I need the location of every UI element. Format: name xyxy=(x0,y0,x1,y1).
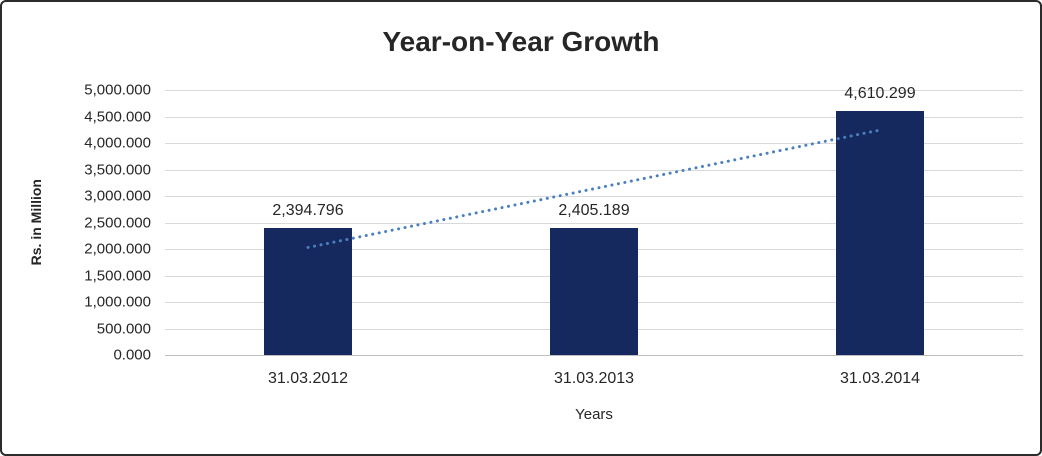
y-tick-label: 0.000 xyxy=(113,346,151,364)
gridline xyxy=(165,90,1023,91)
x-tick-label: 31.03.2012 xyxy=(267,370,349,387)
y-tick-label: 3,500.000 xyxy=(84,161,151,178)
chart-title: Year-on-Year Growth xyxy=(382,26,660,57)
bar xyxy=(264,228,352,355)
x-tick-label: 31.03.2013 xyxy=(553,370,635,387)
y-tick-label: 4,500.000 xyxy=(84,108,151,125)
y-tick-label: 1,000.000 xyxy=(84,293,151,311)
bar-value-label: 2,405.189 xyxy=(558,201,630,219)
y-tick-label: 3,000.000 xyxy=(84,187,151,205)
x-tick-label: 31.03.2014 xyxy=(839,370,921,387)
x-axis-line xyxy=(165,355,1023,356)
y-tick-label: 500.000 xyxy=(96,320,151,337)
bar-value-label: 2,394.796 xyxy=(272,202,344,220)
bar xyxy=(836,110,924,355)
y-axis-ticks: 0.000 500.000 1,000.000 1,500.000 2,000.000 2… xyxy=(2,82,157,364)
y-tick-label: 2,500.000 xyxy=(84,214,151,231)
plot-area: 2,394.796 2,405.189 4,610.299 xyxy=(165,85,1023,356)
y-tick-label: 4,000.000 xyxy=(84,134,151,152)
bar xyxy=(550,227,638,355)
y-tick-label: 5,000.000 xyxy=(84,81,151,99)
x-axis-ticks: 31.03.2012 31.03.2013 31.03.2014 xyxy=(165,370,1023,392)
gridline xyxy=(165,116,1023,118)
x-axis-title: Years xyxy=(575,406,613,423)
bar-value-label: 4,610.299 xyxy=(844,84,916,102)
y-tick-label: 1,500.000 xyxy=(84,267,151,284)
y-tick-label: 2,000.000 xyxy=(84,240,151,258)
